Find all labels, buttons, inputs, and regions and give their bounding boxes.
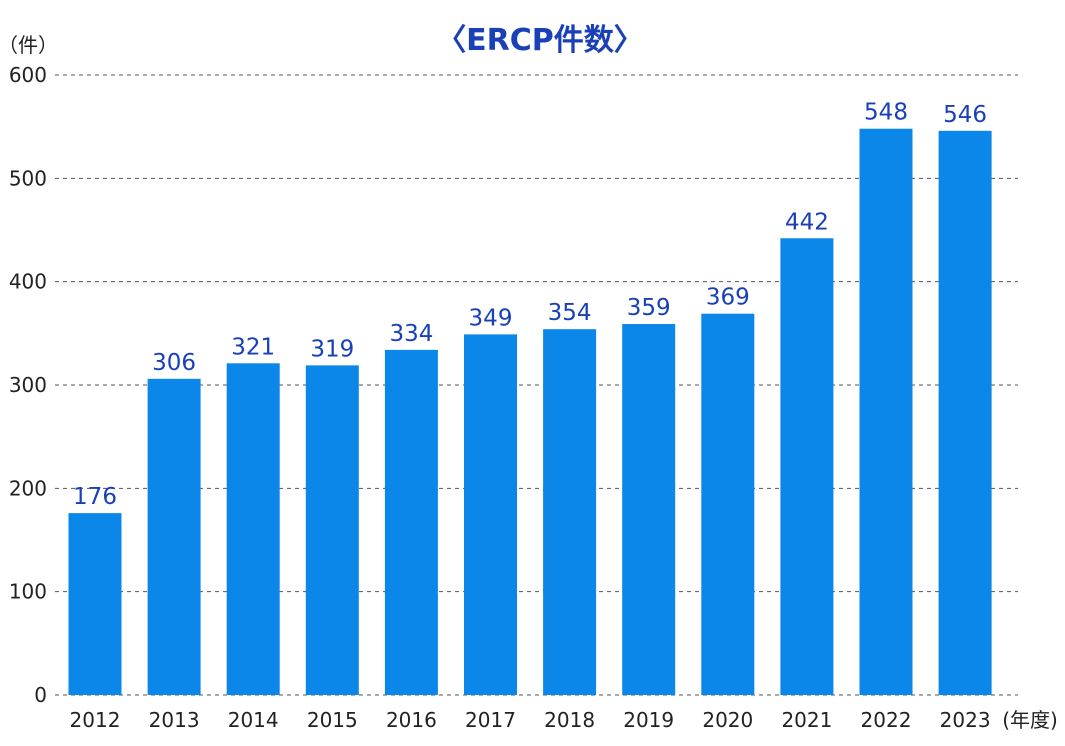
value-label: 359 [627, 295, 671, 321]
x-tick-label: 2018 [544, 708, 595, 732]
value-label: 546 [943, 102, 987, 128]
x-axis-ticks: 2012 2013 2014 2015 2016 2017 2018 2019 2020 2021… [70, 708, 991, 732]
value-label: 369 [706, 285, 750, 311]
chart-title: 〈ERCP件数〉 [436, 23, 644, 58]
x-tick-label: 2023 [940, 708, 991, 732]
y-axis-unit-label: （件） [0, 33, 58, 57]
bar [464, 334, 517, 695]
y-axis-ticks: 0 100 200 300 400 500 600 [9, 63, 47, 707]
y-tick-label: 200 [9, 476, 47, 500]
bar [226, 363, 280, 695]
bar [701, 313, 755, 695]
value-label: 334 [389, 321, 433, 347]
x-tick-label: 2017 [465, 708, 516, 732]
bar [68, 513, 122, 695]
bar [543, 329, 597, 695]
value-label: 321 [231, 334, 275, 360]
bar [780, 238, 834, 695]
value-label: 176 [73, 484, 117, 510]
bar [859, 128, 913, 695]
y-tick-label: 300 [9, 373, 47, 397]
y-tick-label: 500 [9, 166, 47, 190]
bar [938, 130, 992, 696]
x-axis-unit-label: (年度) [1002, 708, 1058, 732]
value-label: 354 [548, 300, 592, 326]
bar [384, 349, 438, 695]
bar [622, 324, 676, 695]
gridlines [55, 74, 1018, 696]
bars [68, 128, 992, 696]
value-labels: 176 306 321 319 334 349 354 359 369 442 548 546 [73, 100, 987, 510]
value-label: 319 [310, 336, 354, 362]
value-label: 548 [864, 100, 908, 126]
x-tick-label: 2015 [307, 708, 358, 732]
value-label: 442 [785, 209, 829, 235]
y-tick-label: 600 [9, 63, 47, 87]
value-label: 306 [152, 350, 196, 376]
x-tick-label: 2014 [228, 708, 279, 732]
y-tick-label: 100 [9, 580, 47, 604]
x-tick-label: 2022 [861, 708, 912, 732]
value-label: 349 [469, 305, 513, 331]
x-tick-label: 2020 [702, 708, 753, 732]
bar [147, 378, 201, 695]
x-tick-label: 2012 [70, 708, 121, 732]
x-tick-label: 2019 [623, 708, 674, 732]
y-tick-label: 0 [34, 683, 47, 707]
bar [305, 365, 359, 695]
x-tick-label: 2021 [781, 708, 832, 732]
x-tick-label: 2016 [386, 708, 437, 732]
y-tick-label: 400 [9, 270, 47, 294]
x-tick-label: 2013 [149, 708, 200, 732]
